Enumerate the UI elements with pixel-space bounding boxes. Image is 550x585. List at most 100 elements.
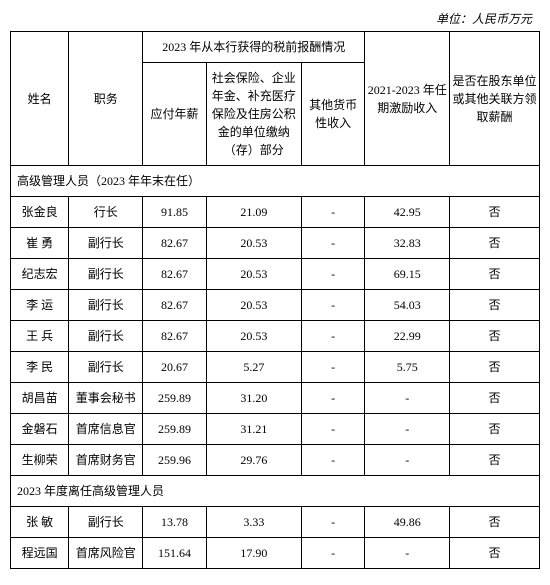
cell-inc: 54.03 xyxy=(365,290,450,321)
cell-name: 胡昌苗 xyxy=(11,383,69,414)
cell-inc: - xyxy=(365,445,450,476)
cell-ins: 5.27 xyxy=(206,352,301,383)
cell-name: 纪志宏 xyxy=(11,259,69,290)
table-row: 王 兵副行长82.6720.53-22.99否 xyxy=(11,321,540,352)
cell-sal: 82.67 xyxy=(143,290,206,321)
table-row: 程远国首席风险官151.6417.90--否 xyxy=(11,538,540,569)
compensation-table: 姓名 职务 2023 年从本行获得的税前报酬情况 2021-2023 年任期激励… xyxy=(10,31,540,569)
cell-sal: 151.64 xyxy=(143,538,206,569)
cell-inc: 22.99 xyxy=(365,321,450,352)
cell-ins: 20.53 xyxy=(206,259,301,290)
cell-name: 生柳荣 xyxy=(11,445,69,476)
cell-ins: 17.90 xyxy=(206,538,301,569)
cell-inc: - xyxy=(365,414,450,445)
cell-oth: - xyxy=(301,197,364,228)
section-row: 高级管理人员（2023 年年末在任） xyxy=(11,166,540,197)
cell-oth: - xyxy=(301,228,364,259)
cell-rel: 否 xyxy=(450,259,540,290)
cell-sal: 82.67 xyxy=(143,321,206,352)
cell-name: 程远国 xyxy=(11,538,69,569)
unit-label: 单位：人民币万元 xyxy=(10,10,540,27)
cell-rel: 否 xyxy=(450,507,540,538)
table-body: 高级管理人员（2023 年年末在任）张金良行长91.8521.09-42.95否… xyxy=(11,166,540,569)
cell-rel: 否 xyxy=(450,414,540,445)
cell-ins: 31.20 xyxy=(206,383,301,414)
table-row: 李 民副行长20.675.27-5.75否 xyxy=(11,352,540,383)
cell-rel: 否 xyxy=(450,197,540,228)
cell-pos: 副行长 xyxy=(69,228,143,259)
section-label: 2023 年度离任高级管理人员 xyxy=(11,476,540,507)
table-row: 张金良行长91.8521.09-42.95否 xyxy=(11,197,540,228)
cell-name: 李 民 xyxy=(11,352,69,383)
cell-inc: 5.75 xyxy=(365,352,450,383)
cell-sal: 13.78 xyxy=(143,507,206,538)
cell-rel: 否 xyxy=(450,321,540,352)
cell-oth: - xyxy=(301,321,364,352)
cell-inc: - xyxy=(365,538,450,569)
cell-pos: 副行长 xyxy=(69,259,143,290)
col-incentive: 2021-2023 年任期激励收入 xyxy=(365,32,450,166)
cell-name: 李 运 xyxy=(11,290,69,321)
cell-rel: 否 xyxy=(450,290,540,321)
cell-sal: 259.89 xyxy=(143,383,206,414)
cell-inc: 49.86 xyxy=(365,507,450,538)
cell-name: 张金良 xyxy=(11,197,69,228)
cell-oth: - xyxy=(301,383,364,414)
cell-sal: 259.96 xyxy=(143,445,206,476)
cell-name: 崔 勇 xyxy=(11,228,69,259)
cell-ins: 3.33 xyxy=(206,507,301,538)
col-salary: 应付年薪 xyxy=(143,63,206,166)
cell-sal: 259.89 xyxy=(143,414,206,445)
col-insurance: 社会保险、企业年金、补充医疗保险及住房公积金的单位缴纳（存）部分 xyxy=(206,63,301,166)
cell-rel: 否 xyxy=(450,445,540,476)
cell-ins: 31.21 xyxy=(206,414,301,445)
cell-rel: 否 xyxy=(450,383,540,414)
cell-oth: - xyxy=(301,538,364,569)
cell-ins: 20.53 xyxy=(206,228,301,259)
table-row: 李 运副行长82.6720.53-54.03否 xyxy=(11,290,540,321)
cell-pos: 行长 xyxy=(69,197,143,228)
cell-inc: 69.15 xyxy=(365,259,450,290)
table-row: 胡昌苗董事会秘书259.8931.20--否 xyxy=(11,383,540,414)
table-row: 张 敏副行长13.783.33-49.86否 xyxy=(11,507,540,538)
col-other: 其他货币性收入 xyxy=(301,63,364,166)
cell-pos: 首席风险官 xyxy=(69,538,143,569)
cell-ins: 21.09 xyxy=(206,197,301,228)
cell-inc: 42.95 xyxy=(365,197,450,228)
cell-rel: 否 xyxy=(450,538,540,569)
cell-oth: - xyxy=(301,507,364,538)
cell-pos: 首席财务官 xyxy=(69,445,143,476)
cell-name: 王 兵 xyxy=(11,321,69,352)
cell-inc: 32.83 xyxy=(365,228,450,259)
cell-sal: 82.67 xyxy=(143,259,206,290)
cell-sal: 20.67 xyxy=(143,352,206,383)
cell-pos: 副行长 xyxy=(69,352,143,383)
cell-rel: 否 xyxy=(450,228,540,259)
table-row: 金磐石首席信息官259.8931.21--否 xyxy=(11,414,540,445)
cell-ins: 20.53 xyxy=(206,321,301,352)
cell-pos: 首席信息官 xyxy=(69,414,143,445)
cell-name: 金磐石 xyxy=(11,414,69,445)
cell-oth: - xyxy=(301,259,364,290)
cell-oth: - xyxy=(301,414,364,445)
cell-inc: - xyxy=(365,383,450,414)
table-row: 生柳荣首席财务官259.9629.76--否 xyxy=(11,445,540,476)
cell-pos: 董事会秘书 xyxy=(69,383,143,414)
cell-name: 张 敏 xyxy=(11,507,69,538)
cell-ins: 20.53 xyxy=(206,290,301,321)
cell-rel: 否 xyxy=(450,352,540,383)
cell-ins: 29.76 xyxy=(206,445,301,476)
table-row: 崔 勇副行长82.6720.53-32.83否 xyxy=(11,228,540,259)
cell-oth: - xyxy=(301,352,364,383)
section-label: 高级管理人员（2023 年年末在任） xyxy=(11,166,540,197)
cell-pos: 副行长 xyxy=(69,507,143,538)
cell-pos: 副行长 xyxy=(69,321,143,352)
cell-oth: - xyxy=(301,445,364,476)
cell-sal: 82.67 xyxy=(143,228,206,259)
section-row: 2023 年度离任高级管理人员 xyxy=(11,476,540,507)
cell-oth: - xyxy=(301,290,364,321)
table-row: 纪志宏副行长82.6720.53-69.15否 xyxy=(11,259,540,290)
col-group-2023: 2023 年从本行获得的税前报酬情况 xyxy=(143,32,365,63)
cell-pos: 副行长 xyxy=(69,290,143,321)
cell-sal: 91.85 xyxy=(143,197,206,228)
